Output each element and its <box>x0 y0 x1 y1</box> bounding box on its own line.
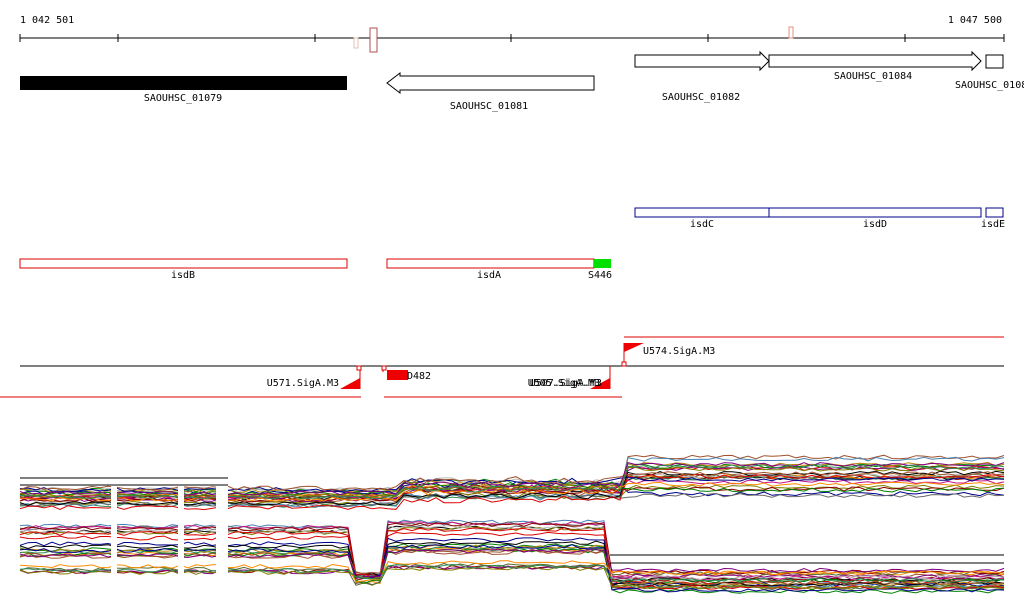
promoter-label: U574.SigA.M3 <box>643 346 715 357</box>
feature-label: isdB <box>171 270 195 281</box>
gene <box>634 50 770 72</box>
promoter-track: U571.SigA.M3 D482 U505.SigA.M3 U507.SigA… <box>0 336 1004 398</box>
promoter-box <box>621 361 627 367</box>
feature-label: isdE <box>981 219 1005 230</box>
feature <box>768 207 982 218</box>
gene <box>768 50 982 72</box>
feature-label: S446 <box>588 270 612 281</box>
promoter-box <box>387 370 408 380</box>
expression-tracks <box>19 454 1005 594</box>
gaps <box>111 470 228 611</box>
feature <box>594 259 611 268</box>
gene-label: SAOUHSC_01082 <box>662 92 740 103</box>
feature <box>19 258 348 269</box>
gene <box>985 54 1004 69</box>
ruler-start: 1 042 501 <box>20 15 74 26</box>
threshold-lines <box>20 477 1004 564</box>
gene-label: SAOUHSC_01079 <box>144 93 222 104</box>
promoter-label: D482 <box>407 371 431 382</box>
ruler-mark <box>353 37 359 49</box>
blue-features <box>634 207 1004 218</box>
ruler-end: 1 047 500 <box>948 15 1002 26</box>
promoter-label: U505.SigA.M3 <box>528 378 600 389</box>
gene-label: SAOUHSC_0108 <box>955 80 1024 91</box>
feature-label: isdC <box>690 219 714 230</box>
feature-label: isdD <box>863 219 887 230</box>
ruler-ticks <box>19 34 1005 42</box>
ruler-mark <box>369 27 378 53</box>
genes-track: SAOUHSC_01079 SAOUHSC_01081 SAOUHSC_0108… <box>20 50 1024 112</box>
feature <box>634 207 770 218</box>
gene <box>386 71 595 95</box>
feature <box>386 258 595 269</box>
gene-label: SAOUHSC_01081 <box>450 101 528 112</box>
red-features <box>19 258 611 269</box>
ruler: 1 042 501 1 047 500 <box>19 15 1005 53</box>
feature <box>985 207 1004 218</box>
promoter-label: U507.SigA.M3 <box>530 378 602 389</box>
ruler-mark <box>788 26 794 39</box>
gene-label: SAOUHSC_01084 <box>834 71 912 82</box>
feature-label: isdA <box>477 270 501 281</box>
promoter-label: U571.SigA.M3 <box>267 378 339 389</box>
promoter-box <box>356 365 362 371</box>
promoter-box <box>381 365 387 371</box>
gene <box>20 76 347 90</box>
